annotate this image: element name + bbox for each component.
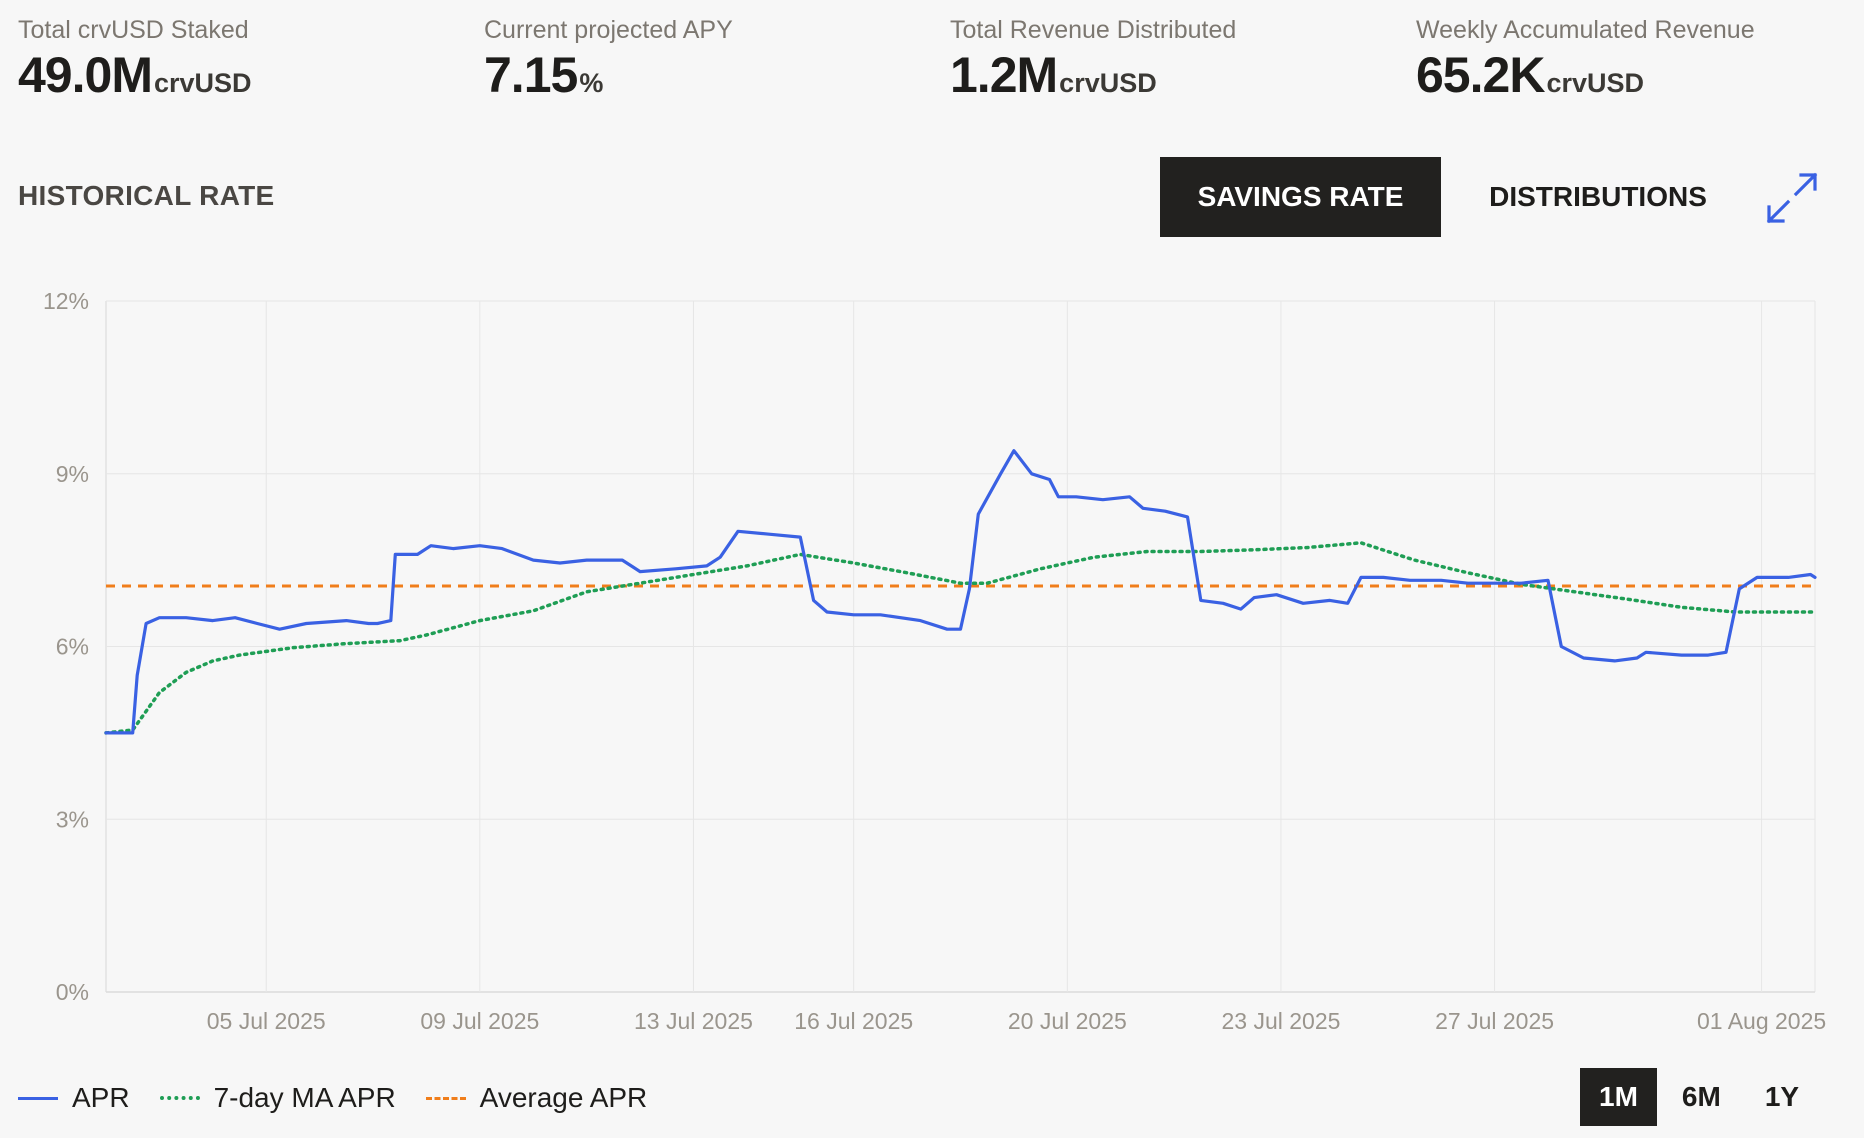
stat-label: Total Revenue Distributed — [950, 16, 1237, 44]
y-tick-label: 6% — [56, 634, 89, 660]
stat-value-row: 1.2McrvUSD — [950, 50, 1236, 113]
x-tick-label: 23 Jul 2025 — [1221, 1008, 1340, 1034]
stat-value: 7.15 — [484, 47, 578, 103]
x-tick-label: 13 Jul 2025 — [634, 1008, 753, 1034]
x-tick-label: 09 Jul 2025 — [420, 1008, 539, 1034]
expand-button[interactable] — [1764, 170, 1820, 226]
chart-legend: APR 7-day MA APR Average APR — [18, 1078, 677, 1118]
series-7day-ma-line — [104, 541, 1817, 735]
y-tick-label: 9% — [56, 461, 89, 487]
stat-label: Total crvUSD Staked — [18, 16, 249, 44]
stat-value: 1.2M — [950, 47, 1058, 103]
stat-value-row: 65.2KcrvUSD — [1416, 50, 1755, 113]
range-button-1y[interactable]: 1Y — [1764, 1081, 1800, 1112]
chart-grid — [105, 300, 1816, 993]
stat-unit: % — [579, 68, 604, 98]
x-tick-label: 27 Jul 2025 — [1435, 1008, 1554, 1034]
stat-weekly-revenue: Weekly Accumulated Revenue 65.2KcrvUSD — [1416, 14, 1755, 113]
x-tick-label: 16 Jul 2025 — [794, 1008, 913, 1034]
stat-value-row: 7.15% — [484, 50, 733, 113]
tab-distributions[interactable]: DISTRIBUTIONS — [1489, 181, 1707, 212]
legend-label: Average APR — [479, 1082, 648, 1113]
tab-savings-rate[interactable]: SAVINGS RATE — [1160, 157, 1441, 237]
section-title: HISTORICAL RATE — [18, 180, 275, 211]
y-tick-label: 3% — [56, 806, 89, 832]
expand-arrows-icon — [1766, 172, 1818, 224]
range-button-1m[interactable]: 1M — [1580, 1068, 1657, 1126]
legend-swatch-solid — [18, 1096, 58, 1100]
stat-value-row: 49.0McrvUSD — [18, 50, 252, 113]
stat-unit: crvUSD — [1546, 68, 1644, 98]
x-tick-label: 01 Aug 2025 — [1697, 1008, 1826, 1034]
stat-value: 65.2K — [1416, 47, 1545, 103]
x-axis-labels: 05 Jul 2025 09 Jul 2025 13 Jul 2025 16 Jul … — [207, 1008, 1826, 1034]
legend-item-average-apr[interactable]: Average APR — [425, 1082, 648, 1114]
series-apr-line — [104, 449, 1817, 735]
historical-rate-chart: 0% 3% 6% 9% 12% 05 Jul 2025 09 Jul 2025 13 Jul… — [43, 288, 1826, 1034]
time-range-selector: 1M 6M 1Y — [1574, 1068, 1818, 1126]
legend-label: 7-day MA APR — [213, 1082, 396, 1113]
stat-unit: crvUSD — [1059, 68, 1157, 98]
stat-value: 49.0M — [18, 47, 153, 103]
stats-bar: Total crvUSD Staked 49.0McrvUSD Current … — [0, 0, 1864, 110]
stat-label: Current projected APY — [484, 16, 733, 44]
stat-total-revenue: Total Revenue Distributed 1.2McrvUSD — [950, 14, 1236, 113]
legend-label: APR — [72, 1082, 130, 1113]
stat-projected-apy: Current projected APY 7.15% — [484, 14, 733, 113]
x-tick-label: 05 Jul 2025 — [207, 1008, 326, 1034]
stat-label: Weekly Accumulated Revenue — [1416, 16, 1755, 44]
y-tick-label: 12% — [43, 288, 89, 314]
y-tick-label: 0% — [56, 979, 89, 1005]
stat-total-staked: Total crvUSD Staked 49.0McrvUSD — [18, 14, 252, 113]
legend-item-apr[interactable]: APR — [18, 1082, 130, 1114]
legend-swatch-dashed — [425, 1096, 466, 1100]
legend-item-7day-ma[interactable]: 7-day MA APR — [159, 1082, 396, 1114]
legend-swatch-dotted — [159, 1096, 200, 1100]
chart-series — [104, 449, 1817, 735]
y-axis-labels: 0% 3% 6% 9% 12% — [43, 288, 89, 1005]
x-tick-label: 20 Jul 2025 — [1008, 1008, 1127, 1034]
range-button-6m[interactable]: 6M — [1681, 1081, 1721, 1112]
stat-unit: crvUSD — [153, 68, 252, 98]
